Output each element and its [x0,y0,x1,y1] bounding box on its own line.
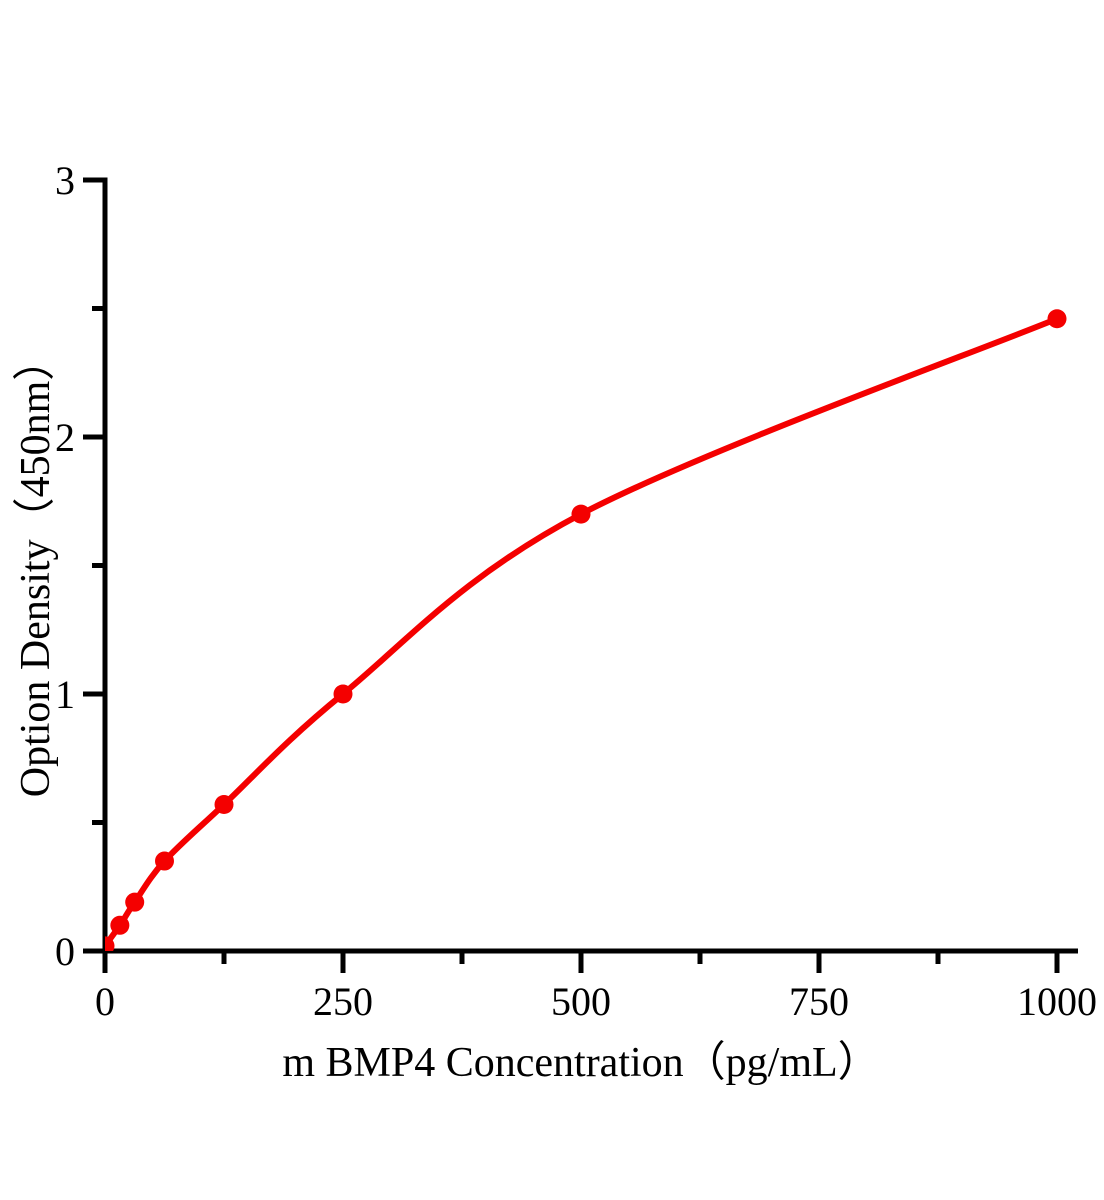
data-point [155,851,174,871]
x-tick-label: 750 [789,979,849,1024]
data-point [214,795,234,815]
data-point [110,915,130,935]
series-standard-curve [105,309,1067,951]
data-point [1047,309,1067,329]
data-point [125,892,145,912]
x-tick-label: 1000 [1017,979,1097,1024]
y-axis-title: Option Density（450nm） [13,338,59,798]
x-tick-label: 0 [95,979,115,1024]
y-tick-label: 0 [55,929,75,974]
data-point [333,684,353,704]
y-tick-label: 3 [55,158,75,203]
x-axis-title: m BMP4 Concentration（pg/mL） [282,1040,880,1086]
axes [83,177,1078,973]
data-point [571,504,591,524]
fit-curve-line [105,316,1059,948]
x-tick-label: 250 [313,979,373,1024]
y-tick-label: 1 [55,672,75,717]
y-tick-label: 2 [55,415,75,460]
x-tick-label: 500 [551,979,611,1024]
tick-labels: 0 250 500 750 1000 0 1 2 3 [55,158,1097,1024]
data-point [105,936,115,951]
